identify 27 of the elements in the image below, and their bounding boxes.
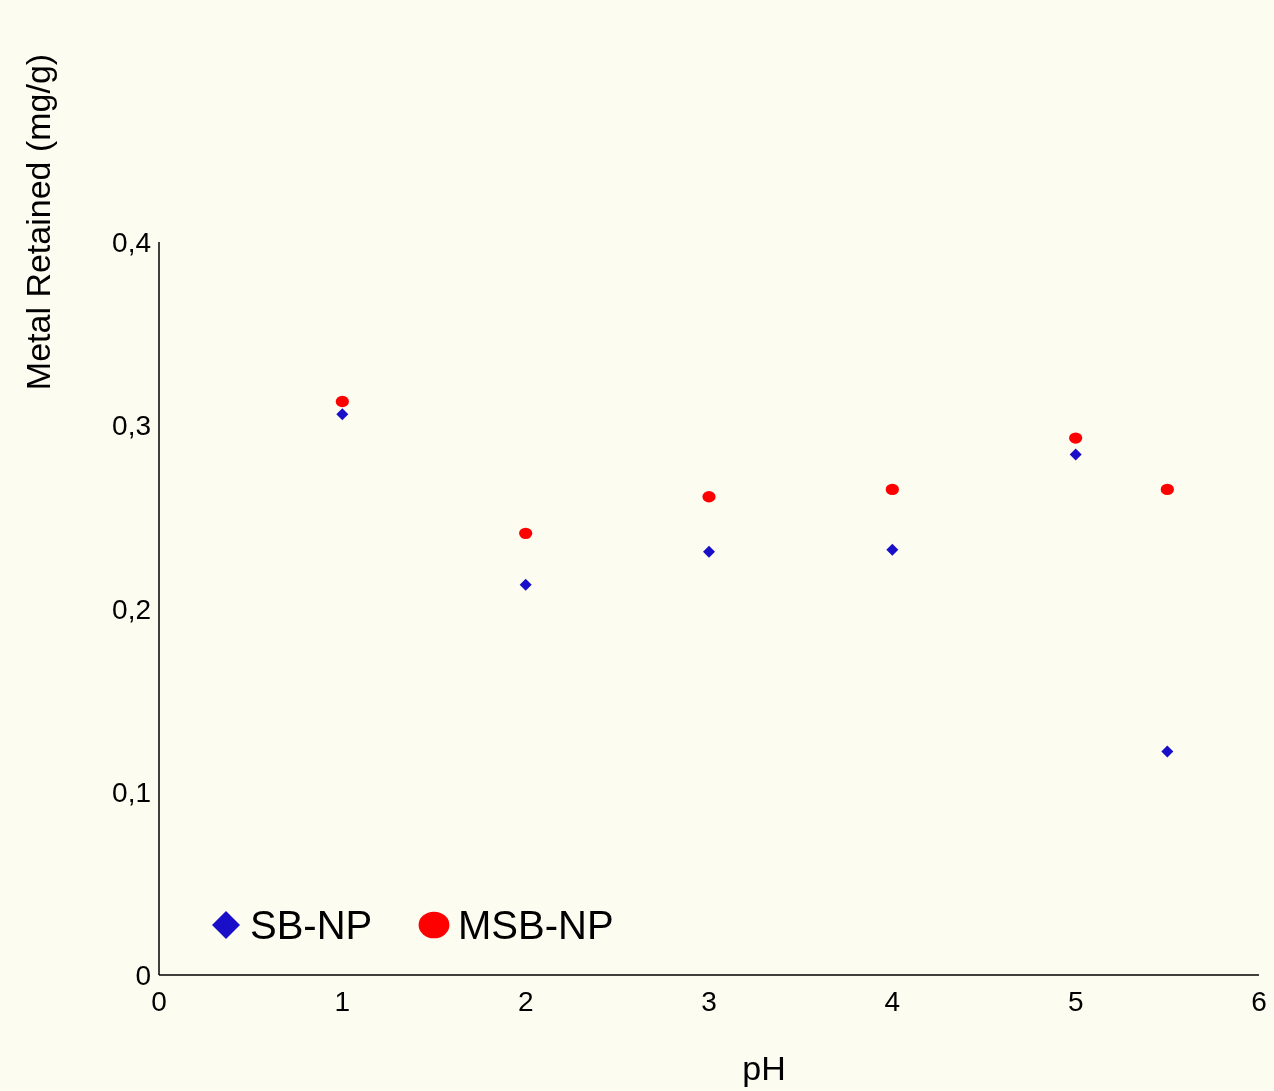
point: [1069, 432, 1083, 444]
point: [885, 483, 899, 496]
x-tick-label: 2: [517, 986, 534, 1017]
x-tick-label: 1: [334, 986, 351, 1017]
point: [1069, 448, 1082, 461]
x-tick-label: 3: [701, 986, 717, 1017]
y-tick-label: 0,2: [112, 593, 151, 625]
point: [886, 543, 899, 556]
point: [703, 545, 715, 558]
point: [1161, 745, 1174, 758]
x-axis-title: pH: [742, 1049, 786, 1087]
y-axis-title: Metal Retained (mg/g): [19, 53, 57, 391]
legend-label: MSB-NP: [458, 903, 614, 947]
point: [336, 408, 349, 421]
x-tick-label: 4: [884, 986, 901, 1017]
y-tick-label: 0,3: [112, 410, 151, 442]
y-tick-label: 0,1: [112, 776, 151, 808]
point: [702, 491, 716, 503]
x-tick-label: 6: [1251, 986, 1267, 1017]
point: [335, 395, 349, 408]
y-tick-label: 0,4: [112, 227, 151, 258]
x-tick-label: 5: [1067, 986, 1084, 1017]
point: [519, 527, 533, 540]
point: [1160, 483, 1174, 496]
y-tick-label: 0: [135, 960, 151, 991]
legend-label: SB-NP: [250, 903, 373, 947]
point: [519, 578, 532, 591]
